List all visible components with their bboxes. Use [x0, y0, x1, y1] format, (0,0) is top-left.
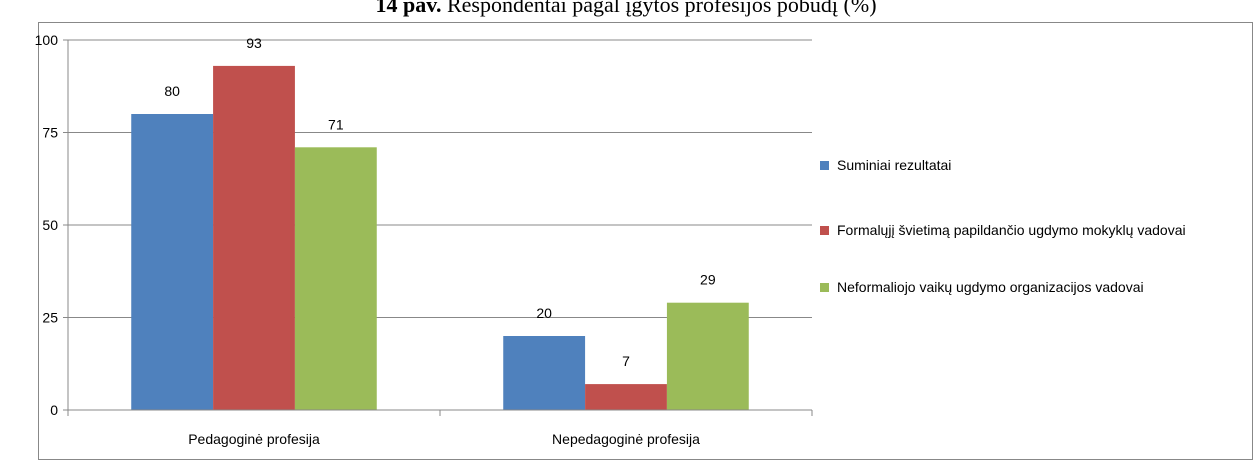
bar [213, 65, 295, 411]
bar [503, 336, 586, 410]
legend-swatch [820, 283, 829, 292]
legend-label: Neformaliojo vaikų ugdymo organizacijos … [837, 279, 1144, 295]
legend-label: Suminiai rezultatai [837, 157, 951, 173]
bar [666, 302, 749, 410]
bar [585, 384, 667, 410]
y-tick-label: 75 [42, 125, 58, 141]
value-label: 80 [164, 83, 180, 99]
legend-swatch [820, 226, 829, 235]
value-label: 20 [536, 305, 552, 321]
value-label: 93 [246, 35, 262, 51]
x-tick-label: Nepedagoginė profesija [552, 431, 700, 447]
legend-label: Formalųjį švietimą papildančio ugdymo mo… [837, 222, 1186, 238]
bar [294, 147, 377, 411]
y-tick-label: 50 [42, 217, 58, 233]
y-tick-label: 100 [35, 32, 59, 48]
value-label: 7 [622, 353, 630, 369]
y-tick-label: 0 [50, 402, 58, 418]
value-label: 71 [328, 116, 344, 132]
x-tick-label: Pedagoginė profesija [188, 431, 320, 447]
chart-title: Respondentai pagal įgytos profesijos pob… [447, 0, 877, 17]
figure-label: 14 pav. [375, 0, 441, 17]
y-tick-label: 25 [42, 310, 58, 326]
value-label: 29 [700, 272, 716, 288]
chart-title-group: 14 pav. Respondentai pagal įgytos profes… [375, 0, 876, 17]
bar [131, 114, 214, 410]
legend-swatch [820, 161, 829, 170]
